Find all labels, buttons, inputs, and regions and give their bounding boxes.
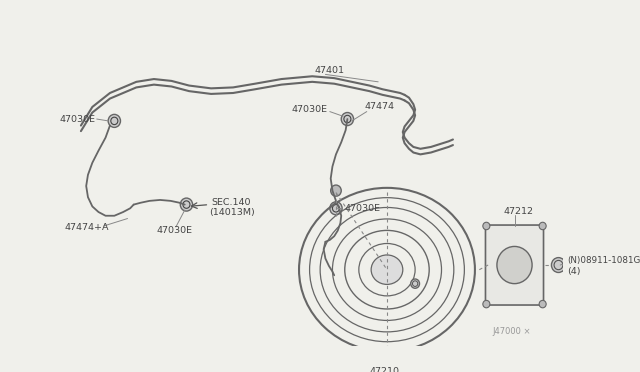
Circle shape — [539, 300, 546, 308]
Circle shape — [341, 112, 353, 125]
Text: 47401: 47401 — [315, 66, 345, 75]
Text: 47474+A: 47474+A — [64, 223, 109, 232]
Text: 47030E: 47030E — [157, 226, 193, 235]
Text: SEC.140: SEC.140 — [211, 198, 251, 207]
Text: 47030E: 47030E — [345, 204, 381, 213]
FancyBboxPatch shape — [486, 225, 543, 305]
Text: (N)08911-1081G: (N)08911-1081G — [567, 256, 640, 265]
Circle shape — [483, 300, 490, 308]
Circle shape — [331, 185, 341, 196]
Circle shape — [330, 202, 342, 215]
Circle shape — [497, 246, 532, 283]
Circle shape — [539, 222, 546, 230]
Circle shape — [552, 257, 566, 272]
Ellipse shape — [371, 255, 403, 285]
Text: (14013M): (14013M) — [209, 208, 255, 217]
Text: J47000 ×: J47000 × — [493, 327, 531, 336]
Circle shape — [108, 114, 120, 127]
Text: 47474: 47474 — [365, 102, 395, 110]
Circle shape — [180, 198, 193, 211]
Text: 47212: 47212 — [504, 206, 534, 216]
Circle shape — [411, 279, 419, 288]
Text: 47210: 47210 — [369, 368, 399, 372]
Text: (4): (4) — [567, 267, 580, 276]
Text: 47030E: 47030E — [60, 115, 96, 124]
Text: 47030E: 47030E — [292, 105, 328, 114]
Circle shape — [483, 222, 490, 230]
